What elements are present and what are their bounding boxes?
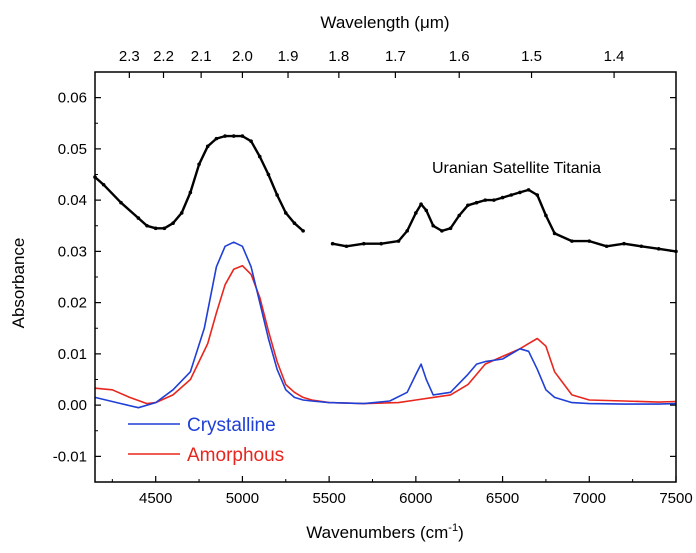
titania-point xyxy=(197,162,201,167)
top-tick-label-2: 2.1 xyxy=(191,48,212,65)
titania-point xyxy=(292,221,297,225)
titania-point xyxy=(544,213,548,218)
titania-point xyxy=(188,190,193,195)
titania-point xyxy=(136,216,141,220)
series-titania-segment-0 xyxy=(94,134,304,232)
top-tick-label-6: 1.7 xyxy=(385,48,406,65)
y-tick-label-1: 0.00 xyxy=(58,397,87,414)
titania-point xyxy=(526,188,531,192)
titania-point xyxy=(153,226,158,231)
titania-point xyxy=(344,244,349,249)
titania-point xyxy=(266,172,271,177)
top-tick-label-1: 2.2 xyxy=(153,48,174,65)
titania-point xyxy=(145,223,149,228)
titania-point xyxy=(101,182,106,187)
titania-point xyxy=(223,134,227,138)
titania-point xyxy=(275,193,279,197)
titania-point xyxy=(509,193,514,197)
titania-point xyxy=(330,241,335,246)
titania-annotation: Uranian Satellite Titania xyxy=(432,160,601,177)
titania-point xyxy=(431,223,435,228)
titania-point xyxy=(587,239,592,243)
series-amorphous-line xyxy=(94,264,677,405)
top-tick-label-5: 1.8 xyxy=(328,48,349,65)
y-tick-label-0: -0.01 xyxy=(53,448,87,465)
titania-point xyxy=(119,200,123,205)
top-tick-label-4: 1.9 xyxy=(278,48,299,65)
titania-point xyxy=(492,198,496,202)
titania-point xyxy=(483,198,488,202)
x-axis-title: Wavenumbers (cm-1) xyxy=(306,522,463,542)
x-tick-label-6: 7500 xyxy=(659,490,692,507)
y-tick-label-6: 0.05 xyxy=(58,141,87,158)
titania-point xyxy=(249,139,253,143)
x-tick-label-1: 5000 xyxy=(226,490,259,507)
titania-point xyxy=(500,195,505,200)
titania-point xyxy=(466,203,470,208)
series-crystalline-line xyxy=(94,241,677,409)
titania-point xyxy=(179,211,184,215)
titania-point xyxy=(362,241,366,246)
x-tick-label-4: 6500 xyxy=(486,490,519,507)
top-tick-label-8: 1.5 xyxy=(521,48,542,65)
titania-point xyxy=(171,221,175,225)
titania-point xyxy=(570,239,574,243)
titania-point xyxy=(622,241,626,246)
plot-frame xyxy=(94,71,677,483)
y-tick-label-4: 0.03 xyxy=(58,243,87,260)
legend: Crystalline Amorphous xyxy=(128,415,284,466)
x-tick-label-2: 5500 xyxy=(312,490,345,507)
top-tick-label-0: 2.3 xyxy=(119,48,140,65)
titania-point xyxy=(535,193,540,197)
y-tick-label-7: 0.06 xyxy=(58,90,87,107)
top-axis-title: Wavelength (μm) xyxy=(320,13,449,32)
titania-point xyxy=(283,211,288,215)
legend-amorphous-label: Amorphous xyxy=(187,445,284,466)
x-tick-label-0: 4500 xyxy=(139,490,172,507)
y-tick-label-5: 0.04 xyxy=(58,192,87,209)
titania-point xyxy=(604,244,609,249)
titania-point xyxy=(205,144,210,149)
titania-point xyxy=(214,136,219,141)
titania-point xyxy=(396,239,401,243)
titania-point xyxy=(474,200,479,205)
titania-point xyxy=(301,229,305,233)
titania-point xyxy=(240,134,245,138)
top-tick-label-7: 1.6 xyxy=(449,48,470,65)
x-axis-title-main: Wavenumbers (cm xyxy=(306,523,448,542)
y-tick-label-2: 0.01 xyxy=(58,346,87,363)
y-axis-title: Absorbance xyxy=(9,238,28,329)
legend-crystalline-label: Crystalline xyxy=(187,415,276,436)
titania-point xyxy=(639,244,644,249)
titania-point xyxy=(440,229,444,233)
x-tick-label-5: 7000 xyxy=(573,490,606,507)
titania-point xyxy=(414,211,418,215)
y-tick-label-3: 0.02 xyxy=(58,295,87,312)
top-tick-label-9: 1.4 xyxy=(604,48,625,65)
titania-point xyxy=(379,241,383,246)
titania-point xyxy=(448,226,453,231)
x-axis-title-end: ) xyxy=(458,523,464,542)
titania-point xyxy=(231,134,236,138)
x-tick-label-3: 6000 xyxy=(399,490,432,507)
titania-point xyxy=(424,208,429,213)
titania-point xyxy=(518,190,522,195)
titania-point xyxy=(162,226,167,231)
titania-point xyxy=(552,231,557,236)
top-tick-label-3: 2.0 xyxy=(232,48,253,65)
titania-point xyxy=(405,229,409,233)
x-axis-title-sup: -1 xyxy=(448,522,458,534)
titania-point xyxy=(457,213,462,218)
titania-point xyxy=(257,154,262,159)
titania-point xyxy=(419,202,423,207)
titania-point xyxy=(656,247,661,251)
